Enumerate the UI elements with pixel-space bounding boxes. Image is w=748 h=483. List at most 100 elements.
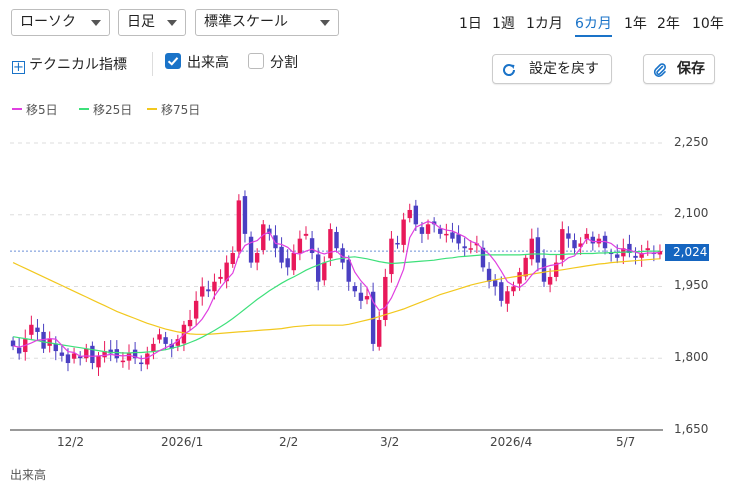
candle-body <box>425 224 431 234</box>
candle-body <box>474 243 480 246</box>
chevron-down-icon <box>320 20 330 26</box>
range-1w[interactable]: 1週 <box>492 16 515 32</box>
range-1m[interactable]: 1カ月 <box>526 16 563 32</box>
technical-label: テクニカル指標 <box>29 57 127 73</box>
candle-body <box>627 243 632 254</box>
candle-body <box>248 236 254 263</box>
split-checkbox[interactable] <box>248 53 264 69</box>
candle-body <box>139 362 144 365</box>
period-type-select[interactable]: 日足 <box>118 9 186 36</box>
candle-body <box>254 253 260 263</box>
candle-body <box>395 242 400 245</box>
candle-body <box>413 205 419 225</box>
paperclip-icon <box>653 63 666 77</box>
candle-body <box>499 282 504 301</box>
candle-body <box>102 351 107 358</box>
candle-body <box>291 253 296 271</box>
x-tick-label: 2026/4 <box>490 435 533 449</box>
candle-body <box>645 248 650 251</box>
candle-body <box>462 246 467 249</box>
range-10y[interactable]: 10年 <box>692 16 724 32</box>
candle-body <box>169 343 174 349</box>
candle-body <box>358 292 364 301</box>
y-tick-label: 2,250 <box>674 135 709 149</box>
candle-body <box>560 229 565 260</box>
candle-body <box>41 331 46 349</box>
candle-body <box>16 347 22 354</box>
x-tick-label: 3/2 <box>380 435 400 449</box>
volume-checkbox[interactable] <box>165 53 181 69</box>
x-tick-label: 2026/1 <box>161 435 204 449</box>
check-icon <box>167 57 179 66</box>
divider <box>152 52 153 76</box>
candle-body <box>584 233 589 240</box>
scale-select[interactable]: 標準スケール <box>195 9 339 36</box>
technical-indicators-button[interactable]: + テクニカル指標 <box>12 54 127 74</box>
candle-body <box>77 356 83 359</box>
candle-body <box>35 327 40 332</box>
candle-body <box>65 354 71 364</box>
candle-body <box>468 248 473 250</box>
range-2y[interactable]: 2年 <box>657 16 680 32</box>
candle-body <box>541 258 547 282</box>
candle-body <box>297 238 303 254</box>
y-tick-label: 2,100 <box>674 206 709 220</box>
x-tick-label: 12/2 <box>57 435 84 449</box>
candle-body <box>90 345 95 364</box>
chevron-down-icon <box>91 20 101 26</box>
x-tick-label: 2/2 <box>279 435 299 449</box>
range-1y[interactable]: 1年 <box>624 16 647 32</box>
candle-body <box>163 337 168 344</box>
refresh-icon <box>503 64 516 76</box>
candle-body <box>572 240 577 249</box>
candle-body <box>206 289 211 292</box>
candle-body <box>126 352 132 361</box>
range-1d[interactable]: 1日 <box>459 16 482 32</box>
legend-ma25-label: 移25日 <box>93 103 133 117</box>
legend-swatch-ma5 <box>12 108 22 110</box>
legend-ma75-label: 移75日 <box>161 103 201 117</box>
candle-body <box>523 257 528 277</box>
candle-body <box>175 339 181 346</box>
candle-body <box>578 243 583 247</box>
legend-swatch-ma75 <box>147 108 157 110</box>
x-tick-label: 5/7 <box>616 435 636 449</box>
candle-body <box>145 353 150 365</box>
candle-body <box>657 251 663 255</box>
candle-body <box>261 224 266 251</box>
candle-body <box>480 247 486 268</box>
candle-body <box>407 209 412 219</box>
y-tick-label: 1,650 <box>674 422 709 436</box>
candle-body <box>517 272 522 284</box>
candle-body <box>193 300 199 319</box>
candle-body <box>505 291 510 304</box>
save-button[interactable]: 保存 <box>643 54 715 84</box>
candle-body <box>511 286 516 292</box>
candle-body <box>340 248 345 263</box>
range-6m[interactable]: 6カ月 <box>575 13 612 37</box>
chart-type-select[interactable]: ローソク <box>11 9 110 36</box>
candle-body <box>303 233 309 236</box>
save-label: 保存 <box>677 61 705 77</box>
volume-section-label: 出来高 <box>10 468 47 482</box>
legend-swatch-ma25 <box>79 108 89 110</box>
reset-settings-button[interactable]: 設定を戻す <box>492 54 612 84</box>
candle-body <box>444 233 449 236</box>
candle-body <box>10 340 16 347</box>
candle-body <box>547 276 553 285</box>
ma75-line <box>12 258 660 335</box>
legend-ma5-label: 移5日 <box>26 103 58 117</box>
candle-body <box>401 219 406 245</box>
candle-body <box>279 246 284 263</box>
candle-body <box>346 259 351 282</box>
candle-body <box>334 231 339 249</box>
candle-body <box>438 228 443 234</box>
volume-label: 出来高 <box>187 55 229 71</box>
chart-type-value: ローソク <box>20 14 76 30</box>
chevron-down-icon <box>167 20 177 26</box>
candle-body <box>157 334 162 340</box>
candle-body <box>535 237 541 263</box>
candle-body <box>370 291 376 344</box>
candle-body <box>364 296 370 300</box>
